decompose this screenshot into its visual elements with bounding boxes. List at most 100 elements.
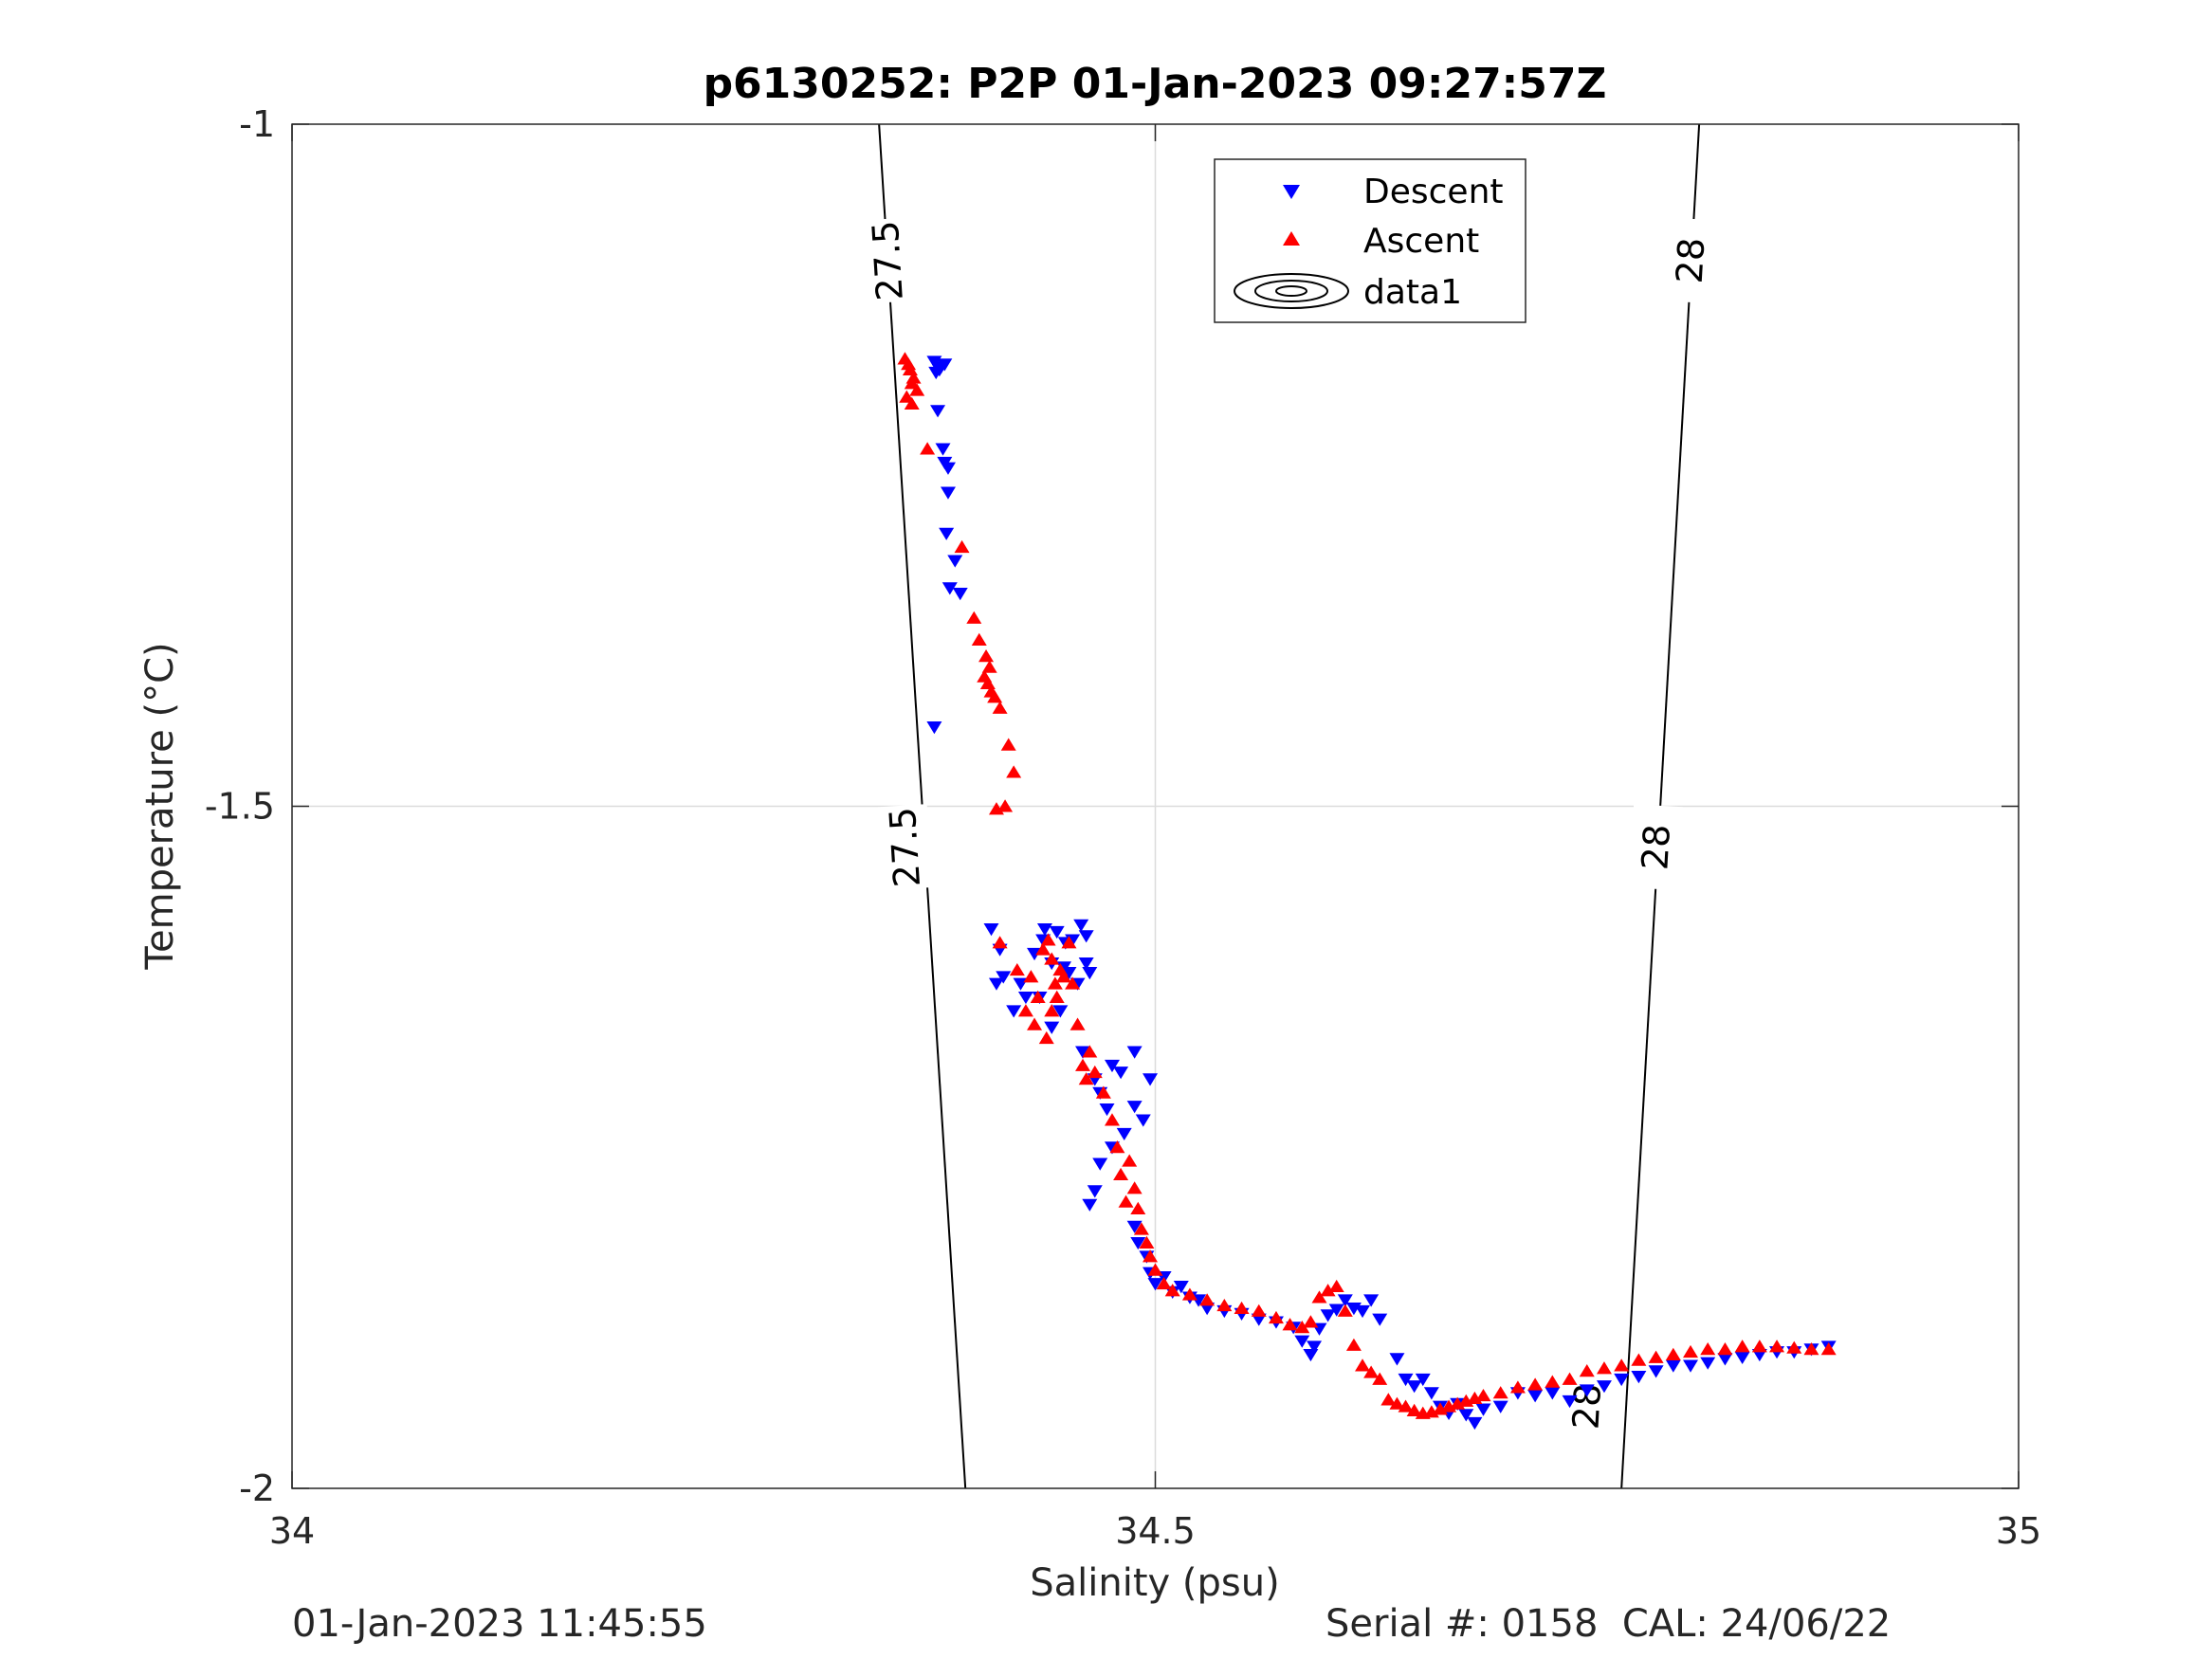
- descent-point: [1294, 1335, 1310, 1348]
- descent-point: [1126, 1220, 1143, 1233]
- ascent-point: [1337, 1304, 1353, 1317]
- ascent-point: [1717, 1342, 1733, 1356]
- ascent-point: [1648, 1350, 1664, 1363]
- descent-point: [1355, 1304, 1371, 1319]
- descent-point: [940, 462, 956, 475]
- descent-point: [1398, 1373, 1414, 1387]
- ascent-point: [1303, 1315, 1319, 1328]
- ascent-point: [1038, 1030, 1054, 1045]
- ascent-point: [971, 632, 987, 646]
- descent-point: [1320, 1309, 1336, 1322]
- descent-point: [1372, 1313, 1388, 1326]
- descent-point: [1665, 1359, 1681, 1373]
- ascent-point: [920, 442, 936, 455]
- ascent-point: [1268, 1310, 1284, 1324]
- descent-point: [1458, 1409, 1474, 1422]
- ascent-point: [1492, 1386, 1508, 1399]
- ascent-point: [1380, 1393, 1397, 1406]
- ascent-point: [1786, 1340, 1802, 1354]
- ascent-point: [1061, 936, 1077, 949]
- descent-point: [1423, 1387, 1439, 1400]
- y-tick-label: -2: [239, 1468, 275, 1509]
- descent-point: [952, 588, 968, 601]
- ascent-point: [1006, 765, 1022, 778]
- ascent-point: [1040, 933, 1056, 946]
- y-axis-label: Temperature (°C): [138, 642, 182, 970]
- ascent-point: [1509, 1380, 1526, 1394]
- y-tick-label: -1: [239, 103, 275, 145]
- ascent-point: [966, 611, 982, 624]
- x-tick-label: 34: [269, 1510, 315, 1552]
- ascent-point: [1130, 1201, 1146, 1215]
- legend-descent-label: Descent: [1363, 173, 1504, 211]
- ascent-point: [987, 690, 1003, 703]
- ascent-point: [1027, 1017, 1043, 1030]
- descent-point: [1126, 1101, 1143, 1114]
- ascent-point: [992, 701, 1008, 714]
- descent-point: [1078, 957, 1094, 971]
- descent-point: [940, 486, 956, 500]
- ascent-point: [1294, 1320, 1310, 1334]
- ascent-point: [1109, 1140, 1125, 1154]
- ascent-point: [1345, 1338, 1362, 1351]
- ascent-point: [1475, 1388, 1491, 1402]
- footer-serial-calibration: Serial #: 0158 CAL: 24/06/22: [1325, 1602, 1892, 1646]
- descent-point: [1648, 1365, 1664, 1378]
- isopycnal-label: 27.5: [865, 219, 911, 301]
- descent-point: [983, 923, 999, 937]
- descent-point: [1006, 1005, 1022, 1018]
- descent-point: [1116, 1127, 1132, 1141]
- ascent-point: [1156, 1276, 1172, 1290]
- ascent-point: [1734, 1340, 1750, 1353]
- descent-point: [1143, 1073, 1159, 1086]
- ascent-point: [1562, 1372, 1578, 1385]
- x-tick-label: 35: [1996, 1510, 2041, 1552]
- ascent-point: [1234, 1301, 1250, 1315]
- legend-data1-label: data1: [1363, 273, 1462, 312]
- descent-point: [1337, 1294, 1353, 1307]
- ascent-point: [981, 660, 997, 673]
- ascent-point: [1328, 1279, 1344, 1293]
- ascent-point: [1000, 738, 1016, 751]
- ascent-point: [1126, 1181, 1143, 1194]
- descent-point: [1475, 1403, 1491, 1416]
- legend-box: [1214, 158, 1526, 323]
- ascent-point: [1282, 1318, 1298, 1331]
- ascent-point: [1118, 1194, 1134, 1208]
- ascent-point: [1133, 1222, 1149, 1235]
- ascent-point: [1311, 1290, 1327, 1304]
- descent-point: [1562, 1395, 1578, 1409]
- ascent-point: [1683, 1344, 1699, 1358]
- descent-point: [930, 405, 946, 418]
- ascent-point: [978, 649, 995, 663]
- descent-point: [1579, 1384, 1595, 1397]
- ascent-point: [954, 539, 970, 554]
- ascent-point: [1398, 1399, 1414, 1413]
- legend-ascent-label: Ascent: [1363, 222, 1479, 261]
- ascent-point: [1095, 1085, 1111, 1099]
- descent-point: [1078, 930, 1094, 943]
- ascent-point: [1199, 1293, 1216, 1306]
- legend-contour-icon: [1234, 273, 1349, 309]
- ascent-point: [1820, 1342, 1837, 1356]
- descent-point: [1596, 1380, 1612, 1394]
- descent-point: [931, 364, 947, 377]
- descent-point: [947, 555, 963, 568]
- ascent-point: [1320, 1284, 1336, 1297]
- descent-point: [1631, 1371, 1647, 1384]
- ascent-point: [1143, 1249, 1159, 1263]
- ascent-point: [909, 383, 925, 396]
- descent-point: [1075, 1046, 1091, 1059]
- ascent-point: [904, 396, 920, 410]
- ascent-point: [1631, 1353, 1647, 1366]
- descent-point: [1328, 1304, 1344, 1317]
- descent-point: [1734, 1351, 1750, 1365]
- ascent-point: [1075, 1058, 1091, 1071]
- ascent-point: [1545, 1375, 1561, 1388]
- ascent-point: [1363, 1365, 1380, 1378]
- descent-point: [926, 721, 942, 735]
- descent-point: [935, 443, 951, 456]
- x-axis-label: Salinity (psu): [1030, 1561, 1279, 1605]
